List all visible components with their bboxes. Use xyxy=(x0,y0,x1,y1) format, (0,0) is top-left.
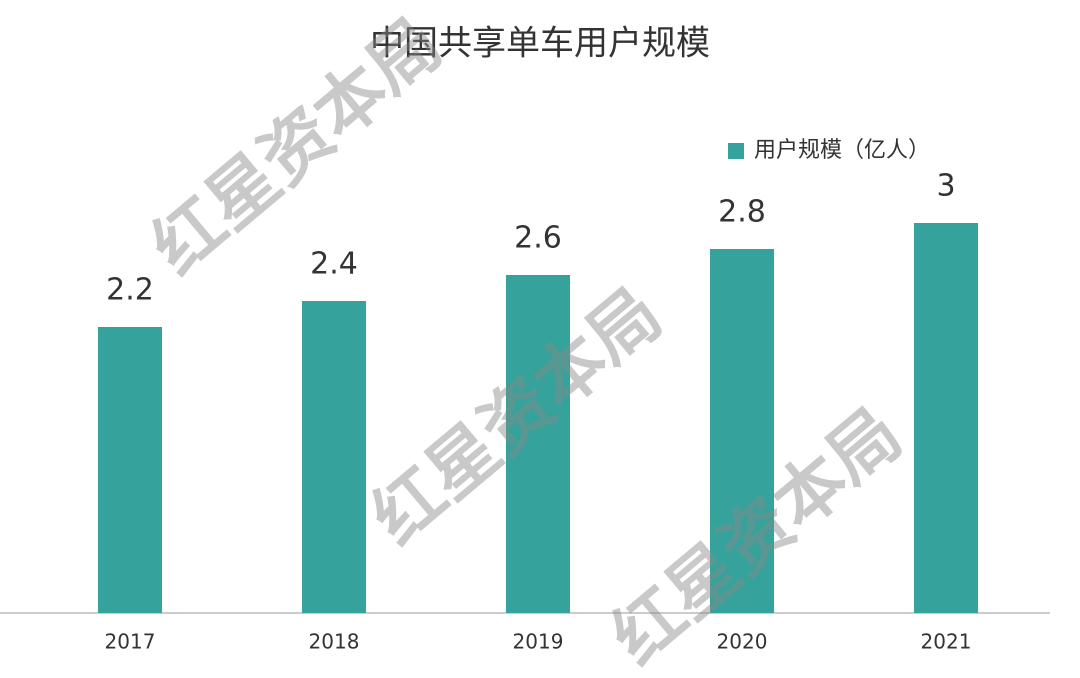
x-tick-label: 2020 xyxy=(717,630,768,654)
bar xyxy=(98,327,162,613)
value-label: 2.6 xyxy=(514,221,562,256)
value-label: 2.4 xyxy=(310,247,358,282)
x-tick-label: 2018 xyxy=(309,630,360,654)
value-label: 2.2 xyxy=(106,273,154,308)
x-tick-label: 2021 xyxy=(921,630,972,654)
value-label: 2.8 xyxy=(718,195,766,230)
legend-label: 用户规模（亿人） xyxy=(754,138,930,163)
value-label: 3 xyxy=(936,169,955,204)
bar xyxy=(710,249,774,613)
chart-title: 中国共享单车用户规模 xyxy=(370,24,710,64)
legend-swatch xyxy=(728,143,744,159)
x-tick-label: 2019 xyxy=(513,630,564,654)
x-tick-label: 2017 xyxy=(105,630,156,654)
bar xyxy=(302,301,366,613)
bar xyxy=(914,223,978,613)
bar xyxy=(506,275,570,613)
